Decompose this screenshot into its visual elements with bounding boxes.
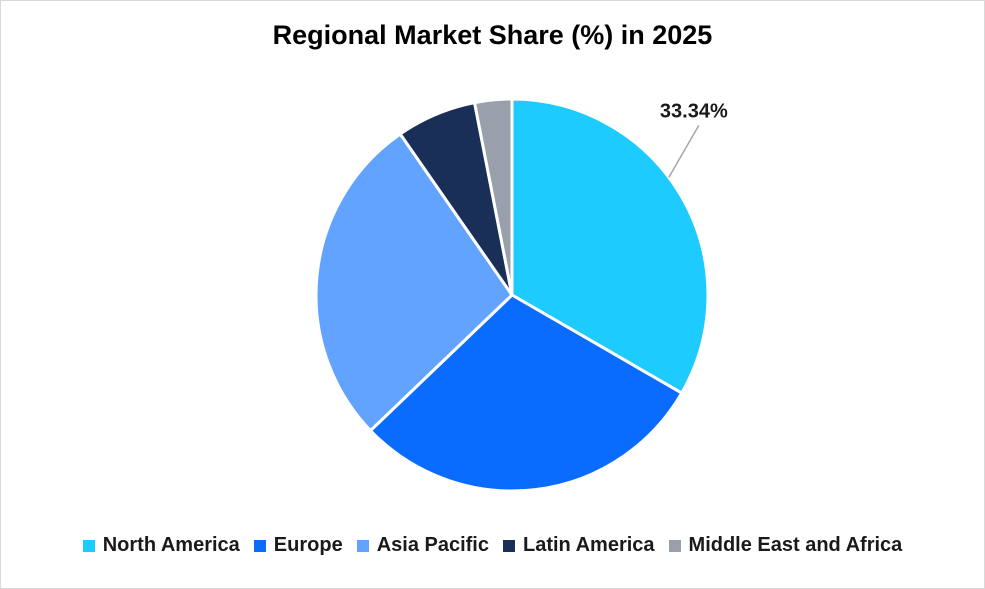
pie-slice-north-america xyxy=(510,97,710,396)
legend-item-north-america: North America xyxy=(82,534,240,557)
legend-label: Europe xyxy=(273,534,343,556)
pie-slice-asia-pacific xyxy=(314,131,514,433)
legend-label: Middle East and Africa xyxy=(688,534,903,556)
legend-item-europe: Europe xyxy=(253,534,343,557)
chart-title: Regional Market Share (%) in 2025 xyxy=(272,20,713,50)
data-label-leader-line xyxy=(668,125,700,178)
data-label-north-america: 33.34% xyxy=(660,100,728,122)
legend-swatch xyxy=(668,539,681,552)
legend-item-latin-america: Latin America xyxy=(503,534,655,557)
pie-slice-middle-east-and-africa xyxy=(472,97,514,296)
legend-item-asia-pacific: Asia Pacific xyxy=(356,534,489,557)
legend-swatch xyxy=(356,539,369,552)
legend-swatch xyxy=(503,539,515,552)
legend-item-middle-east-and-africa: Middle East and Africa xyxy=(668,534,903,557)
legend-swatch xyxy=(253,539,266,552)
legend-label: Latin America xyxy=(523,534,655,556)
legend-label: Asia Pacific xyxy=(376,534,489,556)
pie-slice-europe xyxy=(368,293,684,493)
legend-swatch xyxy=(82,539,95,552)
legend-label: North America xyxy=(102,534,240,556)
legend: North America Europe Asia Pacific Latin Ame… xyxy=(0,534,985,557)
